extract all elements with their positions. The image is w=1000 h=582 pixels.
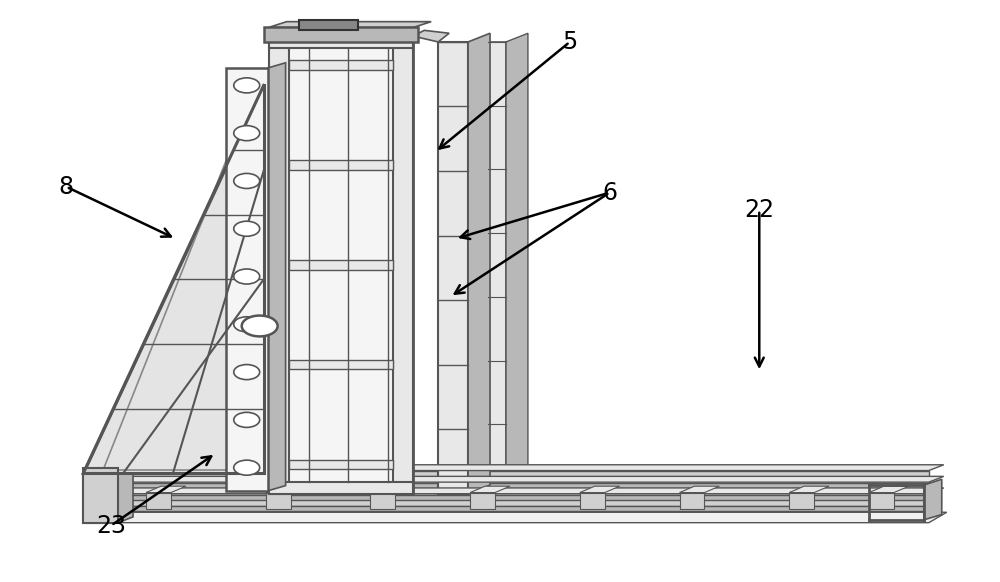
Text: 5: 5 — [562, 30, 577, 54]
Circle shape — [234, 413, 260, 427]
Polygon shape — [580, 486, 620, 492]
Bar — [289, 61, 393, 70]
Polygon shape — [118, 462, 133, 523]
Circle shape — [234, 364, 260, 379]
Polygon shape — [413, 30, 449, 42]
Circle shape — [234, 173, 260, 189]
Bar — [289, 161, 393, 169]
Polygon shape — [266, 492, 291, 509]
Bar — [264, 27, 418, 42]
Polygon shape — [506, 33, 528, 488]
Polygon shape — [83, 465, 944, 471]
Bar — [438, 42, 468, 494]
Polygon shape — [789, 492, 814, 509]
Polygon shape — [83, 471, 929, 483]
Polygon shape — [789, 486, 829, 492]
Polygon shape — [470, 492, 495, 509]
Bar — [269, 36, 413, 48]
Bar — [393, 36, 413, 494]
Polygon shape — [226, 68, 268, 491]
Polygon shape — [470, 486, 510, 492]
Circle shape — [234, 269, 260, 284]
Polygon shape — [83, 476, 944, 482]
Circle shape — [234, 78, 260, 93]
Polygon shape — [268, 63, 286, 491]
Circle shape — [242, 315, 278, 336]
Polygon shape — [680, 492, 704, 509]
Polygon shape — [83, 483, 929, 488]
Circle shape — [234, 460, 260, 475]
Bar — [289, 260, 393, 269]
Polygon shape — [370, 486, 410, 492]
Bar — [289, 460, 393, 470]
Polygon shape — [468, 33, 490, 494]
Polygon shape — [680, 486, 719, 492]
Polygon shape — [266, 486, 306, 492]
Text: 6: 6 — [602, 180, 617, 204]
Polygon shape — [869, 492, 894, 509]
Text: 8: 8 — [59, 175, 74, 198]
Bar — [299, 20, 358, 30]
Polygon shape — [83, 506, 929, 511]
Bar — [488, 42, 506, 488]
Polygon shape — [146, 486, 186, 492]
Polygon shape — [924, 479, 942, 520]
Polygon shape — [83, 476, 113, 523]
Polygon shape — [580, 492, 605, 509]
Circle shape — [234, 317, 260, 332]
Circle shape — [234, 126, 260, 141]
Polygon shape — [83, 495, 929, 499]
Text: 22: 22 — [744, 198, 774, 222]
Polygon shape — [269, 22, 431, 27]
Bar — [269, 482, 413, 494]
Polygon shape — [83, 494, 929, 506]
Bar — [83, 468, 118, 523]
Polygon shape — [83, 482, 929, 495]
Polygon shape — [83, 488, 944, 494]
Polygon shape — [869, 486, 909, 492]
Polygon shape — [269, 36, 413, 494]
Polygon shape — [146, 492, 171, 509]
Text: 23: 23 — [96, 513, 126, 538]
Polygon shape — [83, 86, 264, 473]
Circle shape — [234, 221, 260, 236]
Polygon shape — [370, 492, 395, 509]
Bar — [269, 36, 289, 494]
Polygon shape — [83, 512, 947, 523]
Bar — [289, 360, 393, 370]
